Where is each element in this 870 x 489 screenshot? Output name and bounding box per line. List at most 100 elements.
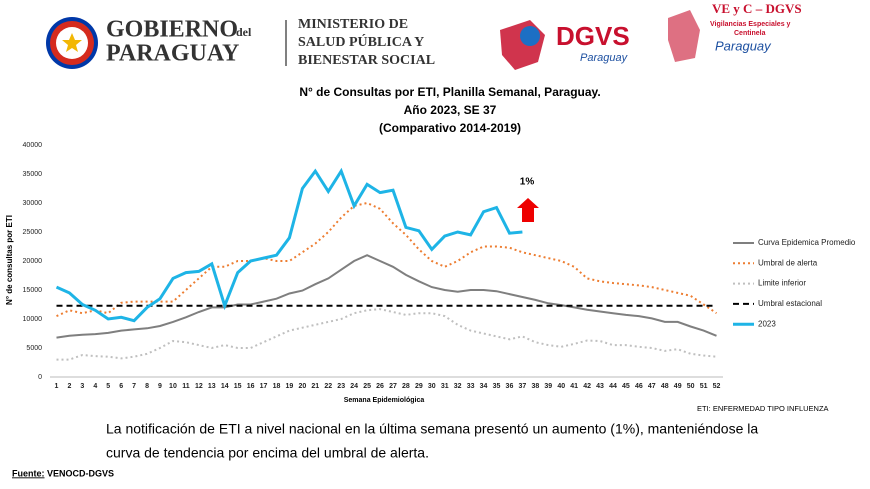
x-tick-label: 19 bbox=[286, 383, 294, 390]
x-tick-label: 27 bbox=[389, 383, 397, 390]
x-tick-label: 22 bbox=[324, 383, 332, 390]
source-label: Fuente: bbox=[12, 468, 45, 478]
legend-label: 2023 bbox=[758, 319, 776, 328]
x-tick-label: 14 bbox=[221, 383, 229, 390]
x-tick-label: 8 bbox=[145, 383, 149, 390]
series-line bbox=[56, 254, 717, 339]
x-tick-label: 3 bbox=[80, 383, 84, 390]
y-tick-label: 25000 bbox=[23, 229, 43, 236]
y-tick-label: 5000 bbox=[26, 345, 42, 352]
y-tick-label: 35000 bbox=[23, 171, 43, 178]
legend-label: Umbral estacional bbox=[758, 299, 822, 308]
x-tick-label: 13 bbox=[208, 383, 216, 390]
x-tick-label: 28 bbox=[402, 383, 410, 390]
x-tick-label: 37 bbox=[518, 383, 526, 390]
logo-star bbox=[62, 33, 82, 52]
series-line bbox=[55, 167, 523, 323]
chart-title: Año 2023, SE 37 bbox=[404, 103, 497, 117]
dgvs-globe bbox=[520, 26, 540, 46]
note: ETI: ENFERMEDAD TIPO INFLUENZA bbox=[697, 404, 829, 413]
legend-label: Umbral de alerta bbox=[758, 258, 818, 267]
y-tick-label: 30000 bbox=[23, 200, 43, 207]
y-axis-label: N° de consultas por ETI bbox=[5, 215, 14, 305]
summary-text: curva de tendencia por encima del umbral… bbox=[106, 445, 429, 461]
x-tick-label: 48 bbox=[661, 383, 669, 390]
x-tick-label: 52 bbox=[713, 383, 721, 390]
gov-name: GOBIERNO bbox=[106, 17, 238, 43]
x-tick-label: 44 bbox=[609, 383, 617, 390]
y-tick-label: 0 bbox=[38, 374, 42, 381]
x-tick-label: 7 bbox=[132, 383, 136, 390]
x-tick-label: 6 bbox=[119, 383, 123, 390]
series-line bbox=[56, 308, 717, 361]
gov-logo bbox=[46, 17, 98, 69]
x-tick-label: 51 bbox=[700, 383, 708, 390]
y-tick-label: 10000 bbox=[23, 316, 43, 323]
x-tick-label: 49 bbox=[674, 383, 682, 390]
x-tick-label: 50 bbox=[687, 383, 695, 390]
x-tick-label: 43 bbox=[596, 383, 604, 390]
dgvs-sub: Paraguay bbox=[580, 52, 629, 64]
x-tick-label: 30 bbox=[428, 383, 436, 390]
gov-name: PARAGUAY bbox=[106, 41, 239, 67]
x-tick-label: 25 bbox=[363, 383, 371, 390]
x-tick-label: 24 bbox=[350, 383, 358, 390]
ministry: MINISTERIO DE bbox=[298, 17, 408, 32]
vec-place: Paraguay bbox=[715, 38, 772, 53]
y-tick-label: 20000 bbox=[23, 258, 43, 265]
vec-map bbox=[668, 10, 700, 62]
dgvs-logo: DGVS bbox=[556, 21, 630, 51]
x-tick-label: 12 bbox=[195, 383, 203, 390]
x-tick-label: 33 bbox=[467, 383, 475, 390]
x-tick-label: 17 bbox=[260, 383, 268, 390]
x-tick-label: 46 bbox=[635, 383, 643, 390]
x-tick-label: 1 bbox=[55, 383, 59, 390]
x-tick-label: 10 bbox=[169, 383, 177, 390]
vec-sub: Vigilancias Especiales y bbox=[710, 21, 791, 28]
x-tick-label: 29 bbox=[415, 383, 423, 390]
annotation: 1% bbox=[520, 177, 535, 188]
y-tick-label: 40000 bbox=[23, 142, 43, 149]
y-tick-label: 15000 bbox=[23, 287, 43, 294]
x-tick-label: 39 bbox=[544, 383, 552, 390]
series-line bbox=[56, 201, 718, 318]
dgvs-map bbox=[500, 20, 545, 70]
gov-name: del bbox=[236, 25, 252, 39]
x-axis-label: Semana Epidemiológica bbox=[344, 397, 425, 404]
x-tick-label: 41 bbox=[570, 383, 578, 390]
ministry: SALUD PÚBLICA Y bbox=[298, 33, 424, 50]
x-tick-label: 26 bbox=[376, 383, 384, 390]
x-tick-label: 23 bbox=[337, 383, 345, 390]
x-tick-label: 32 bbox=[454, 383, 462, 390]
x-tick-label: 36 bbox=[506, 383, 514, 390]
x-tick-label: 21 bbox=[311, 383, 319, 390]
x-tick-label: 16 bbox=[247, 383, 255, 390]
legend-label: Curva Epidemica Promedio bbox=[758, 238, 856, 247]
vec-sub: Centinela bbox=[734, 30, 766, 37]
chart-title: N° de Consultas por ETI, Planilla Semana… bbox=[299, 85, 600, 99]
x-tick-label: 2 bbox=[67, 383, 71, 390]
increase-arrow bbox=[517, 198, 539, 222]
source: VENOCD-DGVS bbox=[47, 468, 114, 478]
ministry: BIENESTAR SOCIAL bbox=[298, 53, 435, 68]
x-tick-label: 38 bbox=[531, 383, 539, 390]
x-tick-label: 47 bbox=[648, 383, 656, 390]
x-tick-label: 34 bbox=[480, 383, 488, 390]
x-tick-label: 40 bbox=[557, 383, 565, 390]
x-tick-label: 5 bbox=[106, 383, 110, 390]
x-tick-label: 18 bbox=[273, 383, 281, 390]
x-tick-label: 9 bbox=[158, 383, 162, 390]
x-tick-label: 15 bbox=[234, 383, 242, 390]
chart-title: (Comparativo 2014-2019) bbox=[379, 121, 521, 135]
x-tick-label: 42 bbox=[583, 383, 591, 390]
x-tick-label: 45 bbox=[622, 383, 630, 390]
x-tick-label: 35 bbox=[493, 383, 501, 390]
x-tick-label: 20 bbox=[298, 383, 306, 390]
x-tick-label: 4 bbox=[93, 383, 97, 390]
x-tick-label: 31 bbox=[441, 383, 449, 390]
vec-logo: VE y C – DGVS bbox=[712, 1, 802, 16]
legend-label: Limite inferior bbox=[758, 279, 806, 288]
summary-text: La notificación de ETI a nivel nacional … bbox=[106, 421, 758, 437]
x-tick-label: 11 bbox=[182, 383, 190, 390]
